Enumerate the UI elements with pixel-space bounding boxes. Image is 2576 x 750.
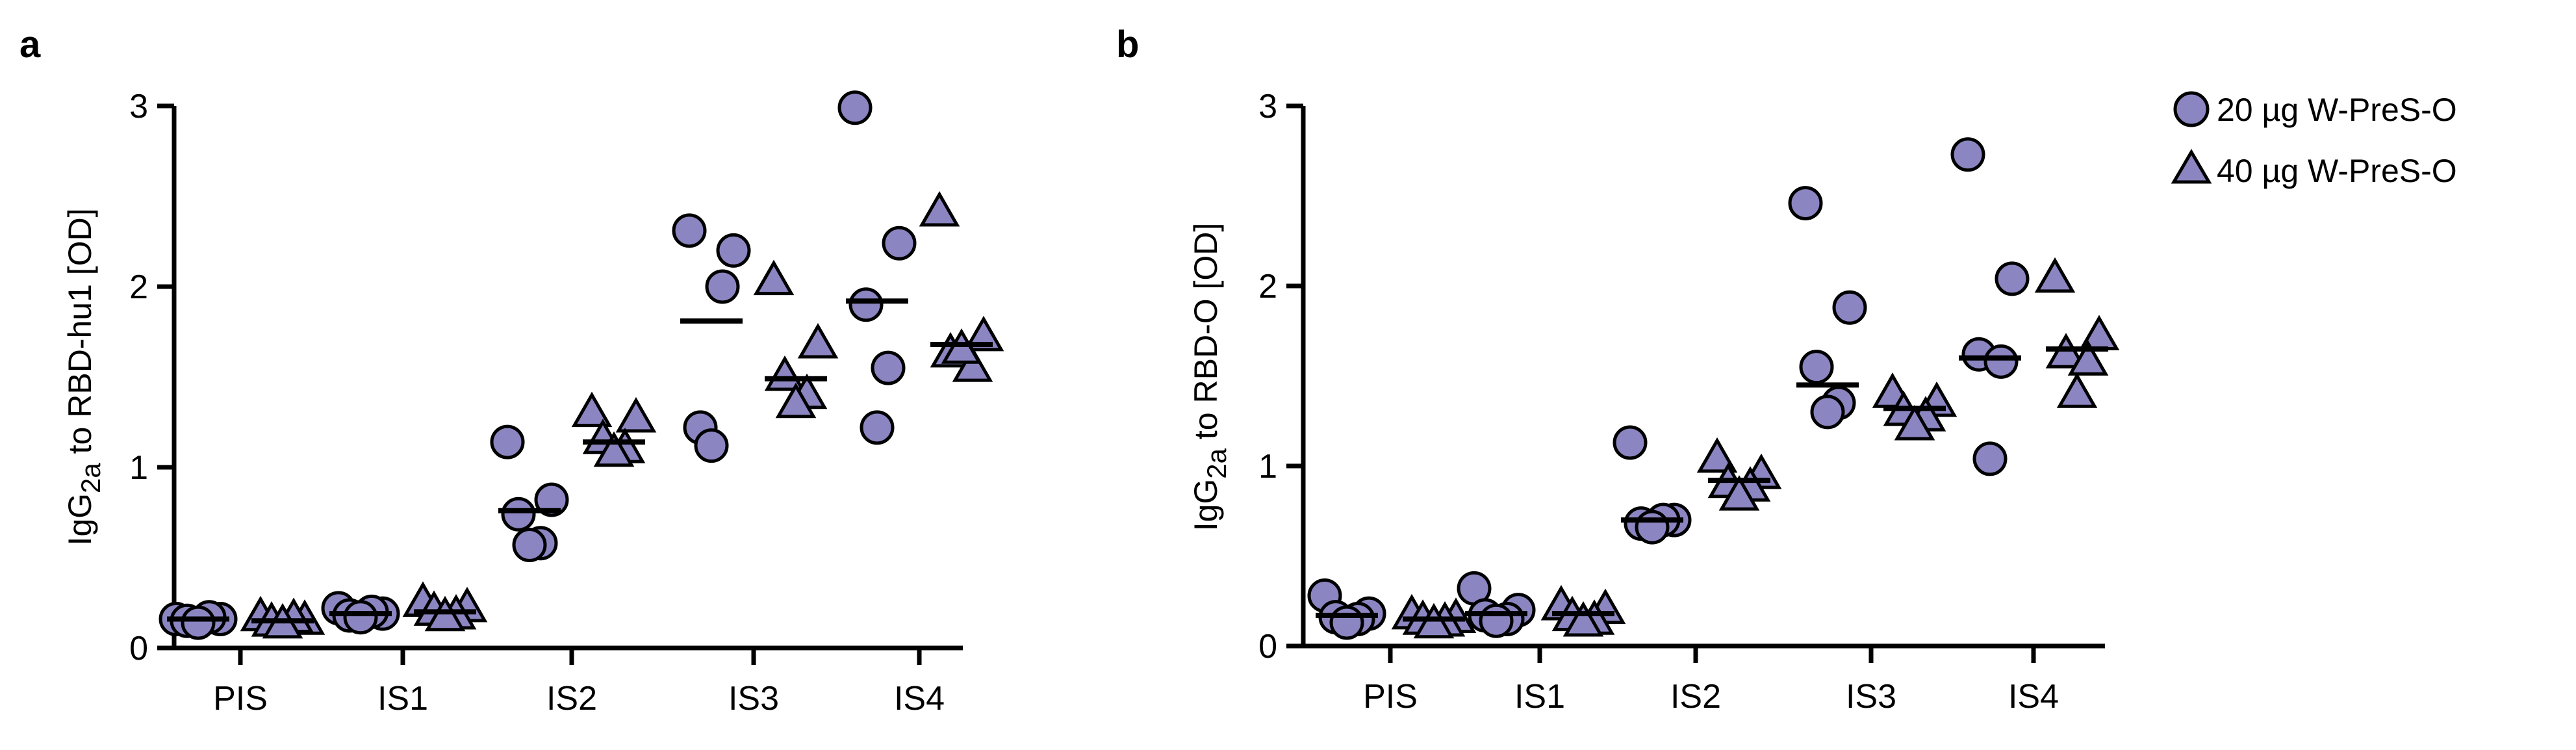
data-point-triangle [1718, 475, 1760, 511]
legend: 20 µg W-PreS-O 40 µg W-PreS-O [2171, 91, 2457, 189]
data-point-circle [1799, 350, 1834, 385]
x-tick-label: IS1 [1514, 678, 1565, 716]
y-tick-label: 0 [1258, 628, 1277, 666]
data-point-circle [694, 428, 729, 463]
data-point-circle [1983, 344, 2019, 379]
y-tick-label: 3 [1258, 88, 1277, 125]
data-point-triangle [1562, 601, 1604, 637]
data-point-triangle [571, 391, 613, 428]
data-point-circle [1832, 290, 1867, 325]
data-point-circle [512, 528, 547, 563]
data-point-circle [1479, 603, 1514, 638]
data-point-circle [501, 497, 536, 532]
data-point-circle [1329, 605, 1364, 640]
data-point-circle [343, 600, 378, 635]
data-point-circle [1635, 510, 1670, 545]
panel-a-chart: a 0 1 2 3 PIS IS1 IS2 IS3 IS4 IgG2a to RBD-hu1 [O… [19, 23, 1004, 718]
y-axis-title: IgG2a to RBD-hu1 [OD] [62, 208, 106, 545]
data-point-circle [1995, 261, 2030, 296]
x-tick-label: IS4 [2008, 678, 2059, 716]
data-point-circle [1950, 137, 1985, 172]
data-point-circle [1613, 425, 1648, 460]
x-tick-label: IS4 [894, 680, 945, 718]
data-point-triangle [2056, 372, 2098, 408]
panel-a-letter: a [19, 23, 41, 66]
data-point-circle [882, 226, 917, 261]
y-tick-label: 3 [129, 88, 148, 125]
data-point-circle [534, 482, 569, 517]
data-point-circle [848, 287, 884, 322]
legend-label-20ug: 20 µg W-PreS-O [2217, 92, 2457, 128]
data-point-triangle [2034, 257, 2076, 293]
legend-label-40ug: 40 µg W-PreS-O [2217, 153, 2457, 189]
data-point-circle [1788, 186, 1823, 221]
data-point-triangle [952, 346, 993, 382]
data-point-triangle [764, 355, 806, 391]
x-tick-label: IS2 [1670, 678, 1721, 716]
y-axis-title: IgG2a to RBD-O [OD] [1188, 223, 1232, 532]
y-tick-label: 0 [129, 630, 148, 667]
legend-circle-marker [2173, 91, 2210, 127]
data-point-circle [181, 605, 216, 640]
data-point-circle [716, 233, 751, 268]
x-tick-label: IS3 [728, 680, 779, 718]
x-tick-label: IS3 [1846, 678, 1896, 716]
y-tick-label: 1 [1258, 448, 1277, 485]
data-point-triangle [797, 322, 839, 359]
x-tick-label: IS2 [546, 680, 597, 718]
data-point-circle [1810, 394, 1845, 430]
panel-b-chart: b 0 1 2 3 PIS IS1 IS2 IS3 IS4 IgG2a to RBD-O [OD] [1116, 23, 2120, 716]
panel-b-letter: b [1116, 23, 1139, 66]
data-point-circle [672, 213, 707, 248]
data-point-circle [871, 350, 906, 385]
data-point-circle [705, 269, 740, 304]
data-point-triangle [615, 396, 657, 433]
y-tick-label: 2 [1258, 268, 1277, 305]
x-tick-label: PIS [213, 680, 268, 718]
x-tick-label: PIS [1363, 678, 1418, 716]
data-point-triangle [593, 431, 635, 467]
x-tick-label: IS1 [377, 680, 428, 718]
data-point-triangle [1894, 405, 1935, 441]
data-point-triangle [775, 382, 817, 419]
y-tick-label: 1 [129, 449, 148, 487]
legend-triangle-marker [2171, 149, 2212, 184]
data-point-triangle [2067, 340, 2109, 376]
y-tick-label: 2 [129, 268, 148, 306]
data-point-circle [860, 410, 895, 445]
data-point-triangle [753, 259, 795, 296]
data-point-triangle [919, 191, 960, 227]
data-point-triangle [1696, 437, 1738, 473]
data-point-circle [837, 90, 873, 125]
data-point-circle [1972, 441, 2008, 476]
data-point-circle [490, 424, 525, 459]
